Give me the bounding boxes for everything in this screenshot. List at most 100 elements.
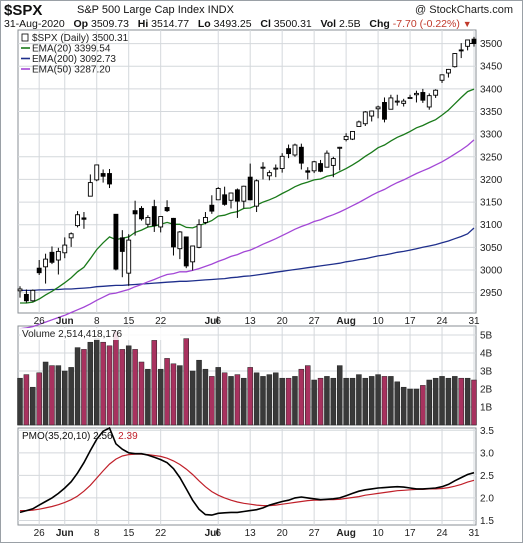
x-tick-label: 24	[436, 316, 448, 327]
candle-body	[196, 224, 202, 248]
volume-bar	[202, 368, 209, 426]
candle-body	[445, 68, 451, 74]
volume-bar	[49, 365, 55, 426]
candle-body	[407, 97, 413, 99]
candle-body	[433, 89, 439, 96]
volume-bar	[292, 376, 298, 426]
candle-body	[171, 217, 176, 248]
candle-body	[318, 163, 323, 172]
candle-body	[107, 173, 112, 185]
candle-body	[81, 217, 87, 220]
candle-body	[132, 210, 138, 215]
candle-body	[177, 231, 183, 250]
volume-bar	[336, 365, 343, 426]
candle-body	[375, 106, 381, 110]
close-label: Cl	[260, 18, 271, 30]
brand-label: @ StockCharts.com	[415, 4, 513, 16]
x-tick-label: 10	[373, 316, 385, 327]
volume-bar	[266, 374, 273, 426]
low-value: 3493.25	[213, 18, 252, 30]
quote-date: 31-Aug-2020	[4, 18, 65, 30]
x-tick-label: 31	[468, 316, 480, 327]
volume-bar	[196, 359, 202, 426]
volume-bar	[285, 377, 292, 426]
price-tick-label: 3050	[480, 243, 503, 254]
pmo-tick-label: 3.0	[480, 448, 494, 459]
candle-body	[452, 53, 458, 68]
legend-label: EMA(50) 3287.20	[32, 65, 111, 76]
open-value: 3509.73	[91, 18, 129, 30]
volume-bar	[87, 341, 94, 426]
volume-tick-label: 5B	[480, 331, 493, 342]
price-tick-label: 3450	[480, 62, 503, 73]
volume-bar	[81, 349, 87, 426]
volume-bar	[413, 388, 420, 426]
candle-body	[164, 207, 170, 212]
vol-pane-frame	[17, 325, 477, 426]
volume-bar	[170, 363, 177, 426]
volume-bar	[407, 388, 413, 426]
candle-body	[350, 130, 355, 140]
candle-body	[426, 95, 432, 108]
x-tick-label: 26	[34, 528, 46, 539]
legend-label: EMA(20) 3399.54	[32, 44, 111, 55]
pmo-title: PMO(35,20,10) 2.56, 2.39	[22, 431, 138, 442]
legend-candle-swatch	[21, 33, 29, 42]
ema50-line	[19, 139, 475, 330]
price-tick-label: 3350	[480, 107, 503, 118]
price-tick-label: 3300	[480, 130, 503, 141]
candle-body	[471, 38, 477, 44]
volume-bar	[55, 365, 62, 426]
change-label: Chg	[369, 18, 390, 30]
candle-body	[382, 101, 387, 120]
volume-bar	[132, 349, 138, 426]
candle-body	[292, 144, 298, 156]
candle-body	[139, 207, 144, 220]
candle-body	[458, 49, 464, 52]
legend-label: $SPX (Daily) 3500.31	[32, 33, 129, 44]
price-tick-label: 3150	[480, 198, 503, 209]
candle-body	[298, 146, 304, 164]
close-value: 3500.31	[273, 18, 312, 30]
volume-bar	[260, 376, 266, 426]
volume-tick-label: 1B	[480, 403, 493, 414]
volume-tick-label: 4B	[480, 349, 493, 360]
price-tick-label: 3100	[480, 220, 503, 231]
volume-bar	[221, 372, 228, 426]
volume-tick-label: 3B	[480, 367, 493, 378]
candle-body	[100, 173, 106, 177]
candle-body	[394, 100, 400, 103]
volume-title-bg	[20, 328, 180, 340]
pmo-tick-label: 2.5	[480, 471, 494, 482]
volume-bar	[330, 377, 337, 426]
candle-body	[190, 245, 196, 263]
x-tick-label: 22	[155, 316, 167, 327]
x-tick-label: Aug	[336, 316, 355, 327]
change-value: -7.70 (-0.22%)	[392, 18, 460, 30]
volume-bar	[305, 365, 311, 426]
x-tick-label: 17	[404, 528, 416, 539]
volume-bar	[426, 379, 432, 426]
volume-bar	[368, 376, 375, 426]
symbol-description: S&P 500 Large Cap Index INDX	[77, 4, 234, 16]
volume-title: Volume 2,514,418,176	[22, 329, 123, 340]
volume-bar	[119, 349, 126, 426]
x-tick-label: Jun	[56, 316, 74, 327]
pmo-tick-label: 3.5	[480, 426, 494, 437]
candle-body	[414, 92, 419, 96]
volume-bar	[189, 370, 196, 426]
candle-body	[330, 158, 336, 166]
x-tick-label: 24	[436, 528, 448, 539]
x-tick-label: 27	[309, 528, 321, 539]
high-label: Hi	[137, 18, 149, 30]
volume-bar	[209, 376, 215, 426]
pmo-title-signal: 2.39	[118, 431, 138, 442]
volume-bar	[324, 376, 330, 426]
down-arrow-icon: ▼	[462, 19, 472, 29]
volume-bar	[113, 331, 119, 426]
candle-body	[254, 180, 260, 207]
volume-bar	[432, 377, 439, 426]
x-tick-label: 17	[404, 316, 416, 327]
volume-bar	[183, 338, 189, 426]
